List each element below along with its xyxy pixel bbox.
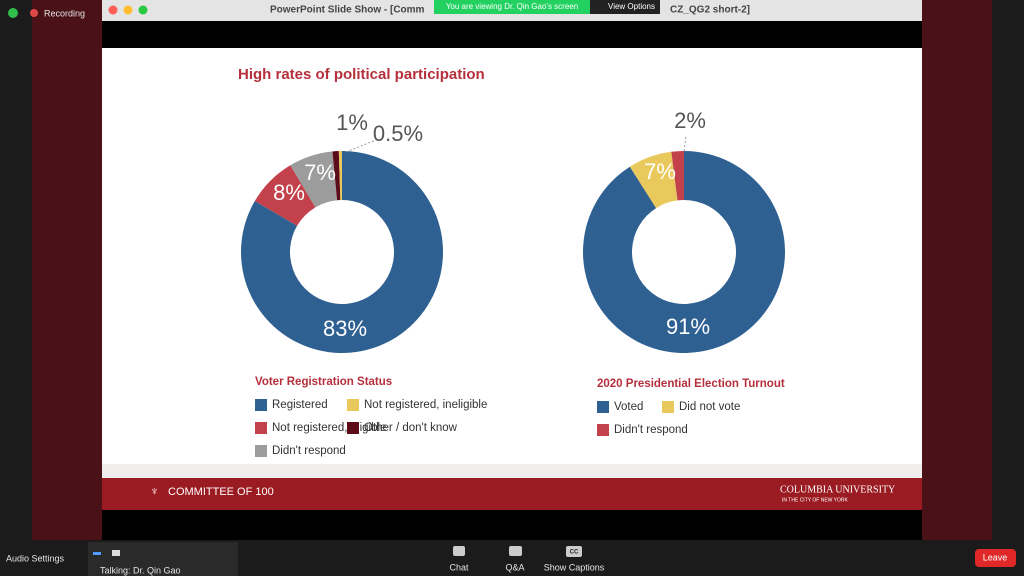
legend-swatch xyxy=(255,422,267,434)
legend-swatch xyxy=(662,401,674,413)
qa-label[interactable]: Q&A xyxy=(505,562,524,572)
value-label: 7% xyxy=(644,159,676,184)
value-label: 1% xyxy=(336,110,368,135)
qa-icon[interactable] xyxy=(509,546,522,556)
curtain-left xyxy=(32,0,102,540)
view-options-button[interactable] xyxy=(590,0,660,14)
footer-left: COMMITTEE OF 100 xyxy=(168,486,274,498)
legend-swatch xyxy=(597,424,609,436)
cc-icon-text[interactable]: CC xyxy=(570,550,579,556)
recording-label: Recording xyxy=(44,8,85,18)
charts: 83%8%7%1% 0.5%Voter Registration StatusRe… xyxy=(241,108,785,457)
value-label: 8% xyxy=(273,180,305,205)
legend-label: Did not vote xyxy=(679,401,740,413)
legend-label: Registered xyxy=(272,399,328,411)
slide-band xyxy=(102,464,922,478)
speaker-icon xyxy=(93,552,101,555)
value-label: 83% xyxy=(323,316,367,341)
slide xyxy=(102,48,922,478)
slide-title: High rates of political participation xyxy=(238,66,485,83)
legend-title: 2020 Presidential Election Turnout xyxy=(597,378,785,390)
window-title: PowerPoint Slide Show - [Comm xyxy=(270,5,425,16)
legend-swatch xyxy=(255,399,267,411)
shield-icon xyxy=(8,8,18,18)
talking-panel xyxy=(88,542,238,576)
value-label: 0.5% xyxy=(373,121,423,146)
viewing-banner xyxy=(434,0,590,14)
view-options-label[interactable]: View Options xyxy=(608,2,655,11)
donut-slice xyxy=(583,151,785,354)
close-button[interactable] xyxy=(108,5,118,15)
donut-slice xyxy=(629,151,678,209)
legend-label: Other / don't know xyxy=(364,422,458,434)
video-icon xyxy=(112,550,120,556)
leave-button[interactable] xyxy=(975,549,1016,567)
recording-icon xyxy=(30,9,38,17)
value-label: 91% xyxy=(666,314,710,339)
talking-label: Talking: Dr. Qin Gao xyxy=(100,565,181,575)
zoom-button[interactable] xyxy=(138,5,148,15)
legend-label: Didn't respond xyxy=(272,445,346,457)
donut-slice xyxy=(254,165,316,226)
legend-label: Voted xyxy=(614,401,643,413)
curtain-right xyxy=(922,0,992,540)
value-label: 7% xyxy=(304,160,336,185)
legend-title: Voter Registration Status xyxy=(255,376,392,388)
viewing-text: You are viewing Dr. Qin Gao's screen xyxy=(446,2,578,11)
legend-swatch xyxy=(597,401,609,413)
leader-line xyxy=(345,139,377,153)
audio-settings[interactable]: Audio Settings xyxy=(6,553,65,563)
legend-swatch xyxy=(255,445,267,457)
leave-label[interactable]: Leave xyxy=(983,552,1008,562)
donut-slice xyxy=(332,151,341,201)
captions-label[interactable]: Show Captions xyxy=(544,562,605,572)
leader-line xyxy=(683,135,687,152)
minimize-button[interactable] xyxy=(123,5,133,15)
donut-slice xyxy=(671,151,684,201)
cc-icon[interactable] xyxy=(566,546,582,557)
legend-label: Not registered, ineligible xyxy=(364,399,487,411)
value-label: 2% xyxy=(674,108,706,133)
footer-logo: ♆ xyxy=(150,484,159,498)
footer-right-sub: IN THE CITY OF NEW YORK xyxy=(782,497,849,503)
donut-slice xyxy=(241,151,444,353)
window-title: CZ_QG2 short-2] xyxy=(670,5,750,16)
legend-swatch xyxy=(347,399,359,411)
chat-icon[interactable] xyxy=(453,546,465,556)
legend-label: Didn't respond xyxy=(614,424,688,436)
donut-slice xyxy=(338,151,342,201)
footer-right: COLUMBIA UNIVERSITY xyxy=(780,484,895,495)
donut-slice xyxy=(290,151,338,208)
chat-label[interactable]: Chat xyxy=(449,562,469,572)
slide-footer xyxy=(102,478,922,510)
legend-swatch xyxy=(347,422,359,434)
